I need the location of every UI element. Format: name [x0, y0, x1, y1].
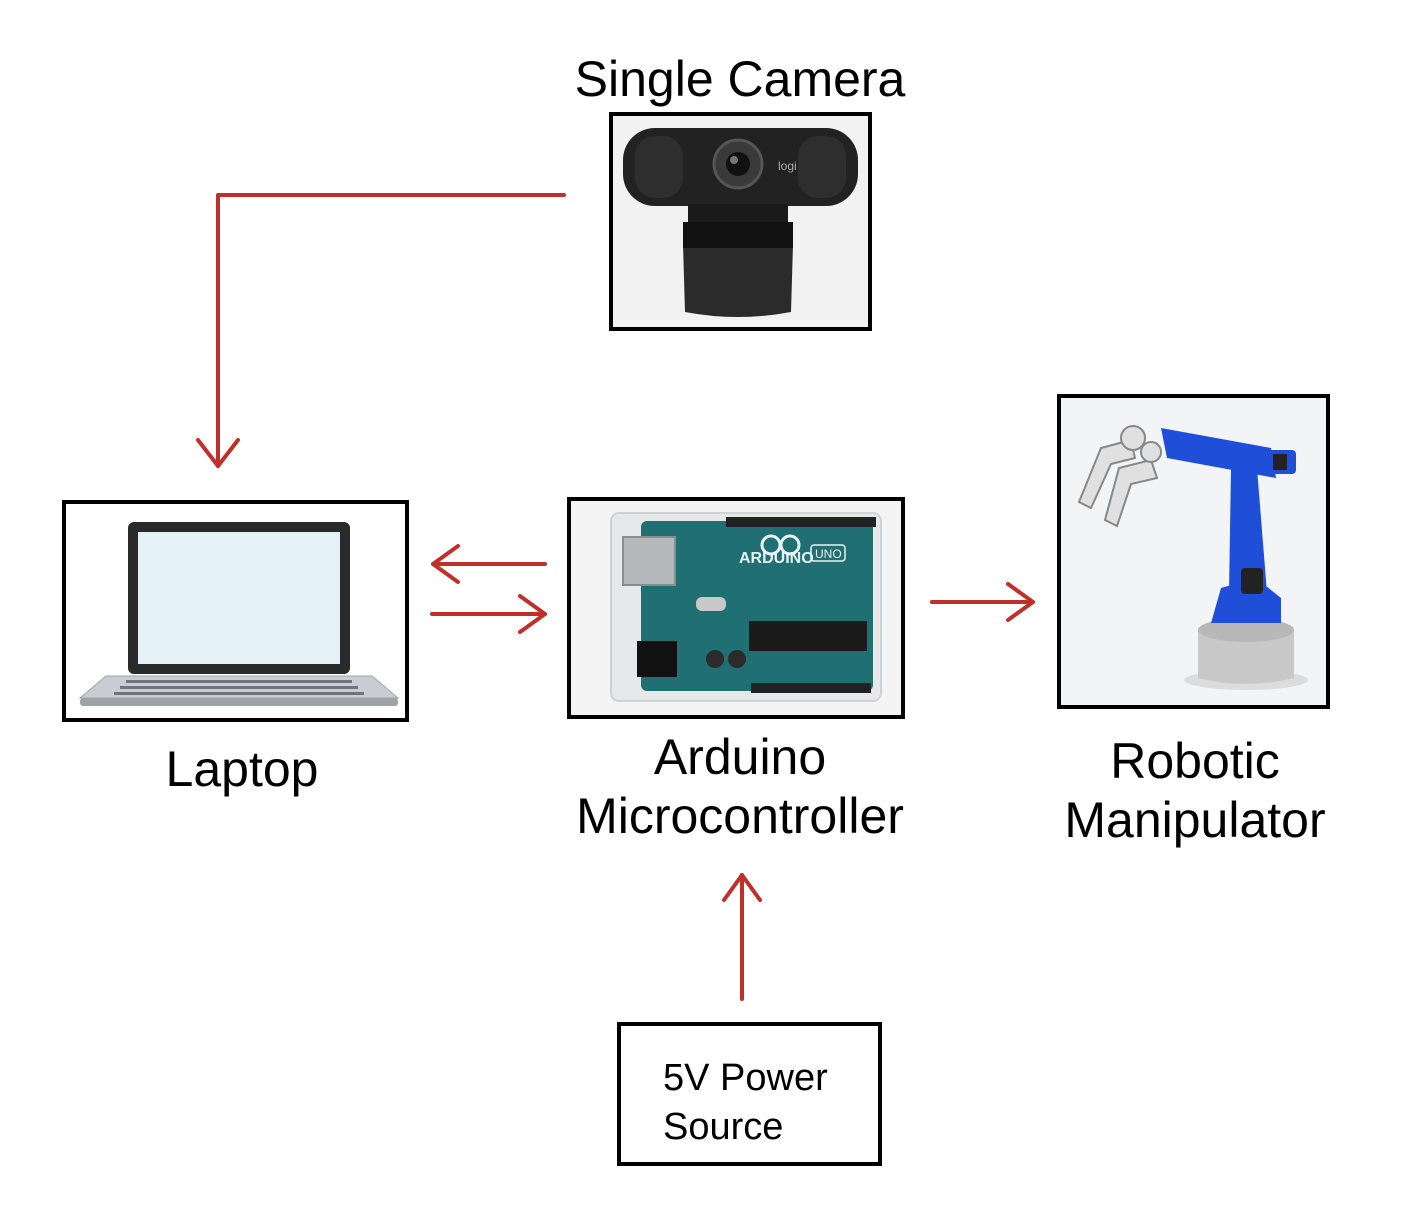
arduino-board-icon: ARDUINO UNO [571, 501, 901, 715]
robot-label-line1: Robotic [1110, 733, 1280, 789]
robot-box [1057, 394, 1330, 709]
power-box: 5V Power Source [617, 1022, 882, 1166]
arduino-badge-text: UNO [815, 547, 842, 561]
power-label: 5V Power Source [663, 1054, 828, 1153]
robot-label-line2: Manipulator [1064, 792, 1326, 848]
webcam-icon: logi [613, 116, 868, 327]
arduino-board-text: ARDUINO [739, 550, 814, 567]
power-label-line2: Source [663, 1106, 784, 1149]
laptop-box [62, 500, 409, 722]
laptop-icon [66, 504, 405, 718]
arduino-box: ARDUINO UNO [567, 497, 905, 719]
arrow-camera-to-laptop [216, 193, 566, 468]
arduino-label-line1: Arduino [653, 729, 827, 785]
arduino-label: Arduino Microcontroller [520, 728, 960, 846]
camera-label: Single Camera [574, 51, 906, 107]
robot-arm-icon [1061, 398, 1326, 705]
robot-label: Robotic Manipulator [1015, 732, 1375, 850]
camera-box: logi [609, 112, 872, 331]
svg-text:logi: logi [778, 159, 797, 173]
arduino-label-line2: Microcontroller [576, 788, 904, 844]
power-label-line1: 5V Power [663, 1057, 828, 1099]
laptop-label: Laptop [165, 741, 319, 797]
